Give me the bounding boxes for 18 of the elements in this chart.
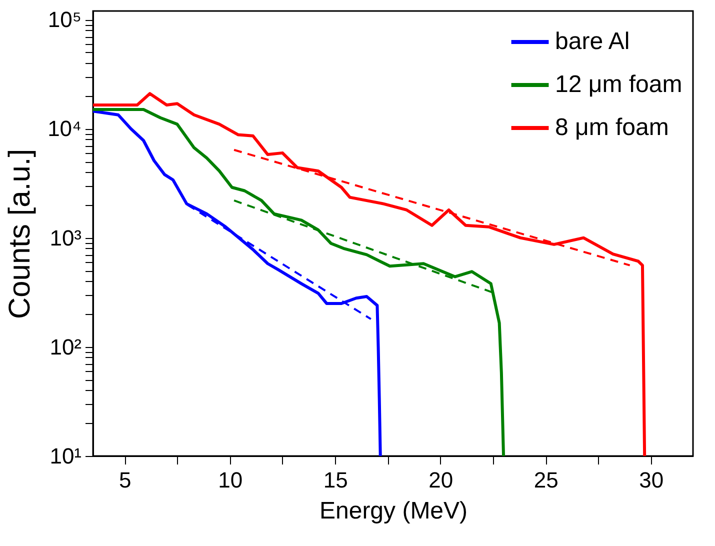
x-tick-label: 20 [428,468,454,492]
y-tick-label: 10¹ [50,444,82,468]
x-tick-label: 25 [534,468,558,492]
line-series [92,110,382,458]
y-tick-label: 10³ [50,225,82,250]
x-axis-title: Energy (MeV) [319,498,468,524]
x-tick-label: 10 [218,468,243,492]
y-axis-title: Counts [a.u.] [4,148,37,320]
x-tick-label: 5 [118,468,132,492]
y-tick-label: 10² [50,334,82,360]
x-tick-label: 30 [639,468,664,492]
y-tick-label: 10⁵ [48,7,82,32]
legend-label: 12 μm foam [555,71,682,98]
legend-label: 8 μm foam [555,114,669,141]
legend-label: bare Al [555,28,630,55]
y-tick-label: 10⁴ [48,116,82,142]
line-series [92,108,506,458]
x-tick-label: 15 [323,468,348,492]
